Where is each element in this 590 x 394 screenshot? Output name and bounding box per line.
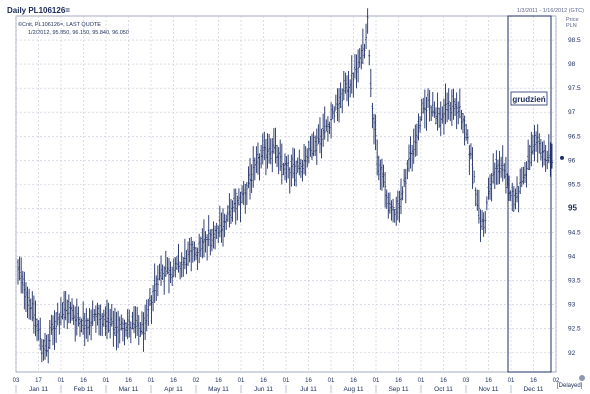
month-label: May 11 [208,386,229,393]
x-tick-label: 01 [58,378,65,384]
x-tick-label: 16 [215,378,222,384]
x-tick-label: 16 [395,378,402,384]
x-tick-label: 02 [553,378,560,384]
y-tick-label: 94.5 [568,229,581,236]
y-tick-label: 98.5 [568,37,581,44]
price-label: Price [566,17,579,23]
annotation-box [510,91,548,106]
month-label: Oct 11 [434,386,453,393]
x-tick-label: 01 [238,378,245,384]
scroll-dot [579,375,585,381]
month-label: Aug 11 [343,386,364,393]
x-tick-label: 01 [328,378,335,384]
x-tick-label: 16 [125,378,132,384]
y-tick-label: 93 [568,302,576,309]
y-tick-label: 97 [568,109,576,116]
currency-label: PLN [566,23,577,29]
x-tick-label: 03 [13,378,20,384]
y-tick-label: 92 [568,350,576,357]
month-label: Jan 11 [29,386,48,393]
y-tick-label: 92.5 [568,326,581,333]
month-label: Sep 11 [388,386,409,393]
x-tick-label: 17 [35,378,42,384]
month-label: Feb 11 [74,386,94,393]
x-tick-label: 01 [373,378,380,384]
x-tick-label: 16 [260,378,267,384]
y-tick-label: 95 [568,203,577,212]
x-tick-label: 01 [148,378,155,384]
ohlc-series [17,8,553,364]
x-tick-label: 01 [418,378,425,384]
month-label: Jun 11 [254,386,273,393]
x-tick-label: 03 [463,378,470,384]
x-tick-label: 01 [508,378,515,384]
price-axis-label: Price PLN [566,17,579,29]
x-tick-label: 16 [530,378,537,384]
x-tick-label: 16 [440,378,447,384]
x-tick-label: 16 [170,378,177,384]
month-label: Jul 11 [300,386,317,393]
x-tick-label: 01 [283,378,290,384]
month-label: Apr 11 [164,386,183,393]
y-tick-label: 95.5 [568,181,581,188]
legend-line-2: 1/2/2012, 95.850, 96.150, 95.840, 96.050 [28,30,129,36]
x-tick-label: 16 [80,378,87,384]
chart-title: Daily PL106126= [7,6,70,15]
month-label: Mar 11 [119,386,139,393]
month-label: Nov 11 [478,386,498,393]
annotation-text: grudzień [512,95,545,104]
x-tick-label: 16 [305,378,312,384]
legend-line-1: ©Cnit, PL106126=, LAST QUOTE [18,22,101,28]
date-range: 1/3/2011 - 1/16/2012 (GTC) [516,8,584,14]
y-tick-label: 97.5 [568,85,581,92]
x-tick-label: 16 [485,378,492,384]
current-price-marker [560,155,564,160]
highlight-box [507,15,552,373]
y-tick-label: 98 [568,61,576,68]
y-tick-label: 96 [568,157,576,164]
x-tick-label: 01 [103,378,110,384]
month-label: Dec 11 [523,386,543,393]
y-tick-label: 94 [568,254,576,261]
x-tick-label: 02 [193,378,200,384]
x-tick-label: 16 [350,378,357,384]
y-tick-label: 93.5 [568,278,581,285]
delayed-label: [Delayed] [557,383,583,389]
y-tick-label: 96.5 [568,133,581,140]
